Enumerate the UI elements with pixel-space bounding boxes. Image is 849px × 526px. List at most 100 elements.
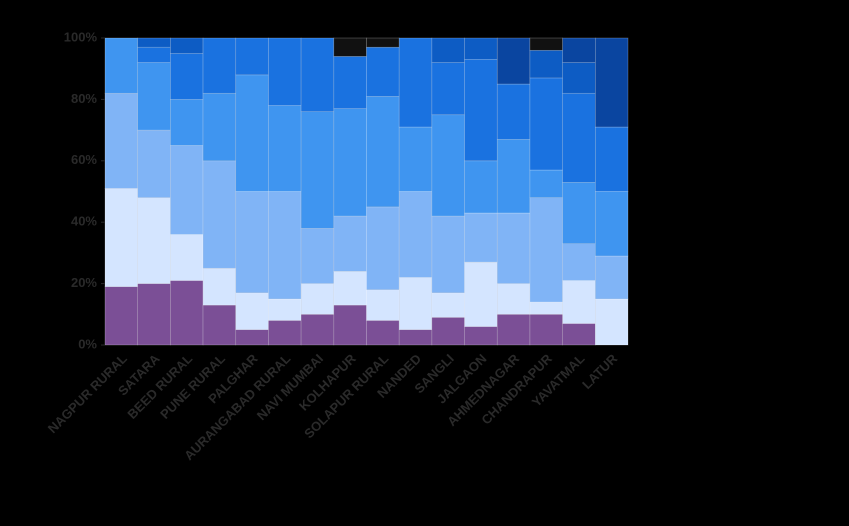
bar-segment xyxy=(366,96,400,208)
y-tick-label: 0% xyxy=(78,336,97,351)
bar-segment xyxy=(529,197,563,303)
bar-segment xyxy=(562,323,596,346)
bar-segment xyxy=(562,280,596,324)
bar-segment xyxy=(496,283,531,315)
bar-segment xyxy=(464,59,498,162)
bar-segment xyxy=(529,77,563,171)
bar-segment xyxy=(366,46,400,97)
bar-segment xyxy=(268,37,302,106)
bar-segment xyxy=(366,37,400,48)
bar-segment xyxy=(431,292,465,318)
y-tick-label: 60% xyxy=(71,152,97,167)
bar-segment xyxy=(529,37,563,51)
bar-segment xyxy=(268,191,302,300)
bar-segment xyxy=(104,92,138,189)
bar-segment xyxy=(300,313,335,346)
bar-segment xyxy=(366,206,400,291)
bar-segment xyxy=(595,126,629,192)
bar-segment xyxy=(235,329,269,346)
bar-segment xyxy=(137,283,171,346)
bar-segment xyxy=(170,37,204,54)
bar-segment xyxy=(496,212,531,284)
bar-segment xyxy=(595,255,629,300)
bar-segment xyxy=(496,139,531,214)
bar-segment xyxy=(268,105,302,192)
bar-segment xyxy=(235,74,269,192)
bar-segment xyxy=(496,313,531,346)
bar-segment xyxy=(137,46,171,63)
bar-segment xyxy=(595,37,629,128)
bar-segment xyxy=(235,191,269,294)
bar-segment xyxy=(529,301,563,315)
bar-segment xyxy=(529,49,563,79)
bar-segment xyxy=(398,126,433,192)
bar-segment xyxy=(333,108,367,217)
x-tick-label: LATUR xyxy=(579,351,621,393)
bar-segment xyxy=(464,160,498,214)
bar-segment xyxy=(562,62,596,94)
bar-segment xyxy=(170,234,204,281)
x-tick-label: NAGPUR RURAL xyxy=(45,351,130,436)
bar-segment xyxy=(496,37,531,85)
bar-segment xyxy=(529,169,563,198)
bar-segment xyxy=(431,114,465,217)
bar-segment xyxy=(464,261,498,327)
bar-segment xyxy=(268,320,302,346)
bar-segment xyxy=(333,37,367,57)
bar-segment xyxy=(366,320,400,346)
bar-segment xyxy=(333,56,367,109)
bar-segment xyxy=(137,62,171,131)
bar-segment xyxy=(104,37,138,94)
bar-segment xyxy=(431,62,465,116)
bar-segment xyxy=(464,326,498,346)
bar-segment xyxy=(137,37,171,48)
bar-segment xyxy=(202,304,237,346)
y-tick-label: 100% xyxy=(64,29,98,44)
bar-segment xyxy=(202,267,237,306)
bar-segment xyxy=(170,53,204,100)
bar-segment xyxy=(202,37,237,94)
bar-segment xyxy=(170,280,204,346)
y-tick-label: 40% xyxy=(71,214,97,229)
bar-segment xyxy=(202,92,237,162)
y-tick-label: 20% xyxy=(71,275,97,290)
bar-segment xyxy=(300,228,335,284)
bar-segment xyxy=(562,181,596,244)
bar-segment xyxy=(333,271,367,306)
bar-segment xyxy=(235,37,269,76)
bar-segment xyxy=(431,215,465,294)
bar-segment xyxy=(333,215,367,272)
bar-segment xyxy=(529,313,563,346)
bar-segment xyxy=(137,129,171,198)
bar-segment xyxy=(464,37,498,60)
bar-segment xyxy=(595,191,629,257)
bar-segment xyxy=(300,37,335,112)
bar-segment xyxy=(366,289,400,321)
bar-segment xyxy=(431,317,465,346)
bar-segment xyxy=(300,111,335,229)
bar-segment xyxy=(333,304,367,346)
bar-segment xyxy=(170,99,204,146)
bar-segment xyxy=(202,160,237,269)
bar-segment xyxy=(562,37,596,63)
bar-segment xyxy=(398,37,433,128)
bar-segment xyxy=(104,286,138,346)
bar-segment xyxy=(398,277,433,330)
bar-segment xyxy=(235,292,269,330)
bar-segment xyxy=(268,298,302,321)
bar-segment xyxy=(398,191,433,278)
bar-segment xyxy=(398,329,433,346)
bar-segment xyxy=(595,298,629,346)
bar-segment xyxy=(137,197,171,284)
y-tick-label: 80% xyxy=(71,91,97,106)
bar-segment xyxy=(496,83,531,140)
bar-segment xyxy=(170,145,204,235)
bar-segment xyxy=(431,37,465,63)
bar-segment xyxy=(464,212,498,263)
bar-segment xyxy=(300,283,335,315)
bar-segment xyxy=(562,92,596,183)
bar-segment xyxy=(104,188,138,287)
bar-segment xyxy=(562,243,596,281)
